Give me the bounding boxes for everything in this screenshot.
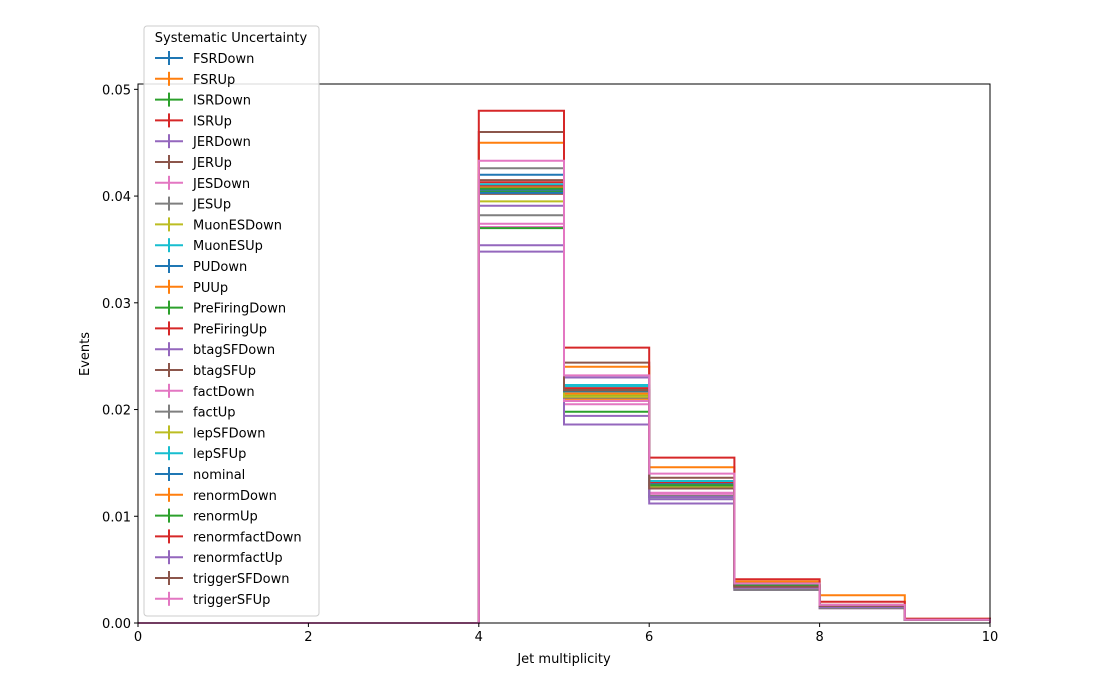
y-axis: 0.00 0.01 0.02 0.03 0.04 0.05 [102,83,138,632]
legend-entry: lepSFUp [155,446,246,462]
legend-label: JESDown [192,177,250,192]
legend-label: lepSFDown [193,426,265,441]
legend-label: renormUp [193,510,258,525]
legend-entry: factUp [155,404,236,421]
legend-entry: JESDown [155,175,250,192]
y-tick-label: 0.00 [102,617,131,632]
legend-entries: FSRDown FSRUp ISRDown ISRUp JERDown JERUp JESD… [155,51,302,608]
x-tick-label: 4 [475,630,483,645]
legend-label: nominal [193,468,245,483]
legend-label: renormDown [193,489,277,504]
legend-entry: btagSFUp [155,363,256,379]
legend-entry: triggerSFUp [155,591,270,608]
legend-label: triggerSFUp [193,593,270,608]
legend-label: renormfactDown [193,530,302,545]
x-tick-label: 2 [304,630,312,645]
x-tick-label: 6 [645,630,653,645]
legend-label: factDown [193,385,255,400]
legend-entry: ISRUp [155,113,232,129]
legend-label: PreFiringDown [193,302,286,317]
legend-label: JERUp [192,156,232,171]
x-tick-label: 0 [134,630,142,645]
legend-entry: MuonESDown [155,217,282,233]
legend-label: btagSFDown [193,343,275,358]
legend-entry: PreFiringUp [155,321,267,337]
legend-label: FSRDown [193,52,254,67]
legend-label: ISRDown [193,94,251,109]
legend-label: PUUp [193,281,228,296]
legend-entry: renormfactDown [155,529,302,545]
axes-frame [137,83,991,624]
y-tick-label: 0.05 [102,83,131,98]
legend-entry: PUUp [155,279,228,296]
legend-entry: lepSFDown [155,425,265,441]
legend-entry: JERDown [155,134,251,150]
y-tick-label: 0.01 [102,510,131,525]
legend-entry: FSRUp [155,71,235,88]
legend-label: factUp [193,406,236,421]
legend-label: PUDown [193,260,247,275]
legend-label: JERDown [192,135,251,150]
legend-entry: renormfactUp [155,550,283,566]
legend-label: lepSFUp [193,447,246,462]
x-tick-label: 10 [982,630,999,645]
y-tick-label: 0.03 [102,297,131,312]
legend-entry: ISRDown [155,92,251,109]
legend-box [143,25,320,617]
legend-label: btagSFUp [193,364,256,379]
legend-label: MuonESDown [193,218,282,233]
legend-entry: JERUp [155,155,232,171]
legend-entry: factDown [155,383,255,400]
legend-entry: PUDown [155,259,247,275]
legend-label: JESUp [192,198,231,213]
legend-label: FSRUp [193,73,235,88]
legend-entry: btagSFDown [155,342,275,358]
x-axis-label: Jet multiplicity [516,652,611,667]
legend-label: ISRUp [193,114,232,129]
legend-label: PreFiringUp [193,322,267,337]
legend-entry: renormDown [155,487,277,504]
legend: Systematic Uncertainty FSRDown FSRUp ISRDo… [143,25,320,617]
y-tick-label: 0.04 [102,190,131,205]
legend-entry: nominal [155,467,245,483]
x-tick-label: 8 [815,630,823,645]
legend-entry: MuonESUp [155,238,263,254]
legend-entry: renormUp [155,508,258,525]
x-axis: 0 2 4 6 8 10 [134,623,998,645]
legend-entry: FSRDown [155,51,254,67]
legend-label: MuonESUp [193,239,263,254]
legend-entry: PreFiringDown [155,300,286,317]
legend-entry: triggerSFDown [155,571,289,587]
y-tick-label: 0.02 [102,404,131,419]
legend-title: Systematic Uncertainty [155,31,308,46]
legend-label: renormfactUp [193,551,283,566]
y-axis-label: Events [78,332,93,376]
legend-entry: JESUp [155,196,231,213]
legend-label: triggerSFDown [193,572,289,587]
